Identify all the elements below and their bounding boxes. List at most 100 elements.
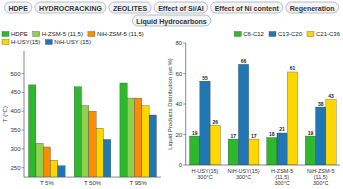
y-tick-label: 40 [176, 101, 183, 107]
bar [238, 64, 248, 165]
bar [74, 87, 81, 177]
x-axis-line [24, 177, 161, 178]
legend-swatch [2, 32, 9, 37]
x-tick-label: NiH-USY(15)300°C [228, 168, 260, 180]
y-tick-label: 0 [179, 162, 183, 168]
y-axis-line [24, 51, 25, 177]
bar [267, 138, 277, 165]
legend-label: HDPE [11, 31, 28, 37]
data-label: 43 [328, 93, 334, 99]
bar [210, 125, 220, 165]
y-tick [183, 73, 186, 74]
annotation-box [286, 2, 339, 13]
legend-swatch [33, 32, 40, 37]
annotation-box [4, 2, 31, 13]
y-tick [22, 73, 25, 74]
x-tick-label: H-USY(15)300°C [192, 168, 219, 180]
y-tick-label: 250 [11, 165, 22, 171]
annotation-box [132, 15, 210, 26]
bar [316, 107, 326, 165]
bar [149, 115, 156, 177]
annotation: Effect of Si/Al [158, 5, 204, 12]
bar [277, 133, 287, 165]
y-tick [183, 134, 186, 135]
annotation-box [35, 2, 106, 13]
y-axis-label: T (°C) [2, 106, 8, 122]
bar [127, 98, 134, 177]
legend-label: H-ZSM-5 (11,5) [42, 31, 83, 37]
x-tick-label: H-ZSM-5(11,5)300°C [271, 168, 293, 187]
legend-label: C13-C20 [278, 31, 303, 37]
data-label: 26 [212, 119, 218, 125]
bar [305, 136, 315, 165]
bar [58, 166, 65, 177]
data-label: 18 [269, 131, 275, 137]
bar [228, 139, 238, 165]
legend-swatch [307, 32, 314, 37]
y-tick-label: 500 [11, 71, 22, 77]
legend-swatch [88, 32, 95, 37]
legend-swatch [234, 32, 241, 37]
annotation: Liquid Hydrocarbons [136, 18, 207, 26]
bar [96, 128, 103, 177]
y-tick-label: 60 [176, 71, 183, 77]
annotation: Effect of Ni content [215, 5, 280, 12]
data-labels: 191718195566213826176143 [192, 58, 334, 139]
annotation-box [109, 2, 151, 13]
x-tick-label: T 5% [40, 180, 55, 186]
annotation: HDPE [8, 5, 28, 12]
y-tick [22, 167, 25, 168]
legend-swatch [269, 32, 276, 37]
bar [249, 139, 259, 165]
data-label: 19 [192, 130, 198, 136]
x-tick-label: T 50% [84, 180, 102, 186]
figure: HDPE HYDROCRACKING ZEOLITES Effect of Si/Al… [0, 0, 343, 189]
legend-label: NiH-USY (15) [54, 39, 91, 45]
chart: C6-C12C13-C20C21-C3619171819556621382617… [167, 31, 341, 186]
legend: HDPE H-ZSM-5 (11,5) NiH-ZSM-5 (11,5) H-USY(… [2, 31, 144, 45]
bars [190, 64, 337, 165]
legend-label: H-USY(15) [11, 39, 40, 45]
bar [103, 139, 110, 177]
data-label: 21 [279, 126, 285, 132]
legend: C6-C12 C13-C20 C21-C36 [234, 31, 340, 37]
bar [29, 85, 36, 177]
bar [287, 72, 297, 165]
bar [36, 143, 43, 177]
annotation-box [211, 2, 283, 13]
y-tick [183, 104, 186, 105]
bar [326, 99, 336, 165]
bar [89, 111, 96, 177]
y-tick-label: 20 [176, 132, 183, 138]
data-label: 55 [202, 75, 208, 81]
chart: HDPE H-ZSM-5 (11,5) NiH-ZSM-5 (11,5) H-USY(… [2, 31, 161, 189]
bar [120, 83, 127, 177]
annotation-box [154, 2, 208, 13]
data-label: 38 [318, 101, 324, 107]
y-axis-label: Liquid Products Distribution (wt.%) [167, 58, 173, 150]
annotation: HYDROCRACKING [39, 5, 103, 12]
legend-label: NiH-ZSM-5 (11,5) [97, 31, 144, 37]
y-tick-label: 80 [176, 40, 183, 46]
y-tick [183, 165, 186, 166]
y-tick [22, 92, 25, 93]
annotation: ZEOLITES [113, 5, 148, 12]
bar [43, 147, 50, 177]
y-tick-label: 400 [11, 108, 22, 114]
annotation: Regeneration [290, 5, 335, 13]
bar [82, 106, 89, 178]
legend-label: C6-C12 [243, 31, 264, 37]
y-tick [22, 111, 25, 112]
bar [190, 136, 200, 165]
y-tick-label: 350 [11, 127, 22, 133]
y-tick [22, 148, 25, 149]
data-label: 66 [241, 58, 247, 64]
bar [135, 98, 142, 177]
y-tick [183, 43, 186, 44]
y-tick-label: 300 [11, 146, 22, 152]
bar [50, 160, 57, 177]
x-axis-line [186, 165, 340, 166]
data-label: 19 [308, 130, 314, 136]
legend-label: C21-C36 [316, 31, 341, 37]
x-tick-label: NiH-ZSM-5(11,5)300°C [307, 168, 335, 187]
